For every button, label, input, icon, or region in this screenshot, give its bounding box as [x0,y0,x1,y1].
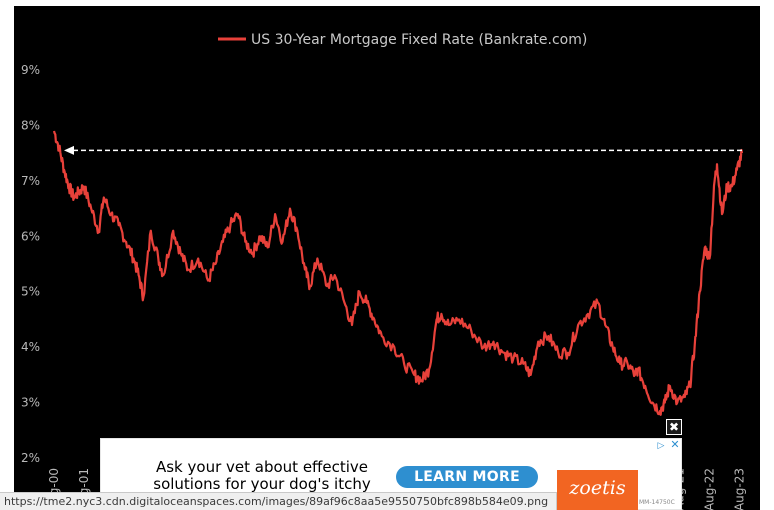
ad-banner[interactable]: ▷ ✕ Ask your vet about effective solutio… [100,438,682,510]
y-tick-label: 5% [21,285,40,299]
x-tick-label: Aug-23 [732,468,746,510]
y-tick-label: 2% [21,451,40,465]
legend-label: US 30-Year Mortgage Fixed Rate (Bankrate… [251,32,587,48]
zoetis-logo[interactable]: zoetis [557,470,638,510]
ad-close-button[interactable]: ✖ [666,419,682,435]
learn-more-button[interactable]: LEARN MORE [396,466,538,488]
ad-dismiss-icon[interactable]: ✕ [670,438,680,451]
y-tick-label: 4% [21,340,40,354]
y-tick-label: 6% [21,229,40,243]
y-tick-label: 8% [21,118,40,132]
annotation-arrowhead [64,145,74,155]
mortgage-rate-chart: US 30-Year Mortgage Fixed Rate (Bankrate… [21,32,746,510]
chart-panel: US 30-Year Mortgage Fixed Rate (Bankrate… [14,6,760,510]
x-tick-label: Aug-22 [703,468,717,510]
y-tick-label: 3% [21,396,40,410]
y-tick-label: 7% [21,174,40,188]
chart-legend: US 30-Year Mortgage Fixed Rate (Bankrate… [218,32,587,48]
ad-headline: Ask your vet about effective solutions f… [153,458,371,510]
status-bar-url: https://tme2.nyc3.cdn.digitaloceanspaces… [0,492,558,510]
series-line [52,130,744,416]
y-tick-label: 9% [21,63,40,77]
ad-fineprint: MM-14750C [639,499,675,506]
adchoices-icon[interactable]: ▷ [657,441,665,451]
